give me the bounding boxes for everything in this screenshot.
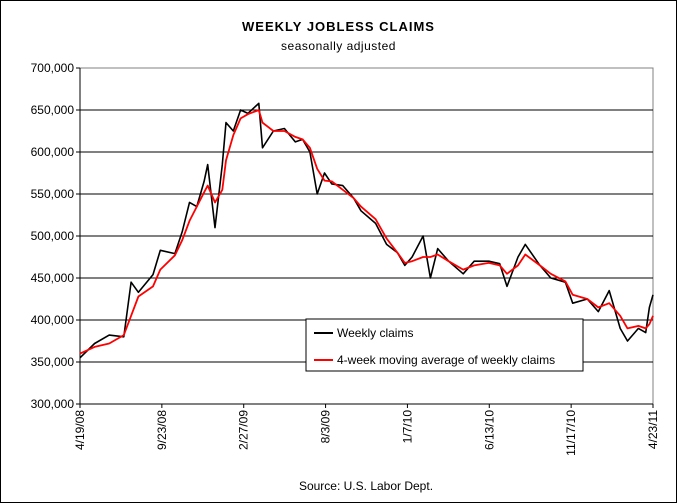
- moving-average-line: [79, 109, 654, 355]
- legend-label: Weekly claims: [337, 326, 413, 340]
- y-tick-label: 700,000: [31, 61, 75, 75]
- x-tick-label: 8/3/09: [319, 410, 333, 444]
- y-tick-label: 400,000: [31, 313, 75, 327]
- x-tick-label: 4/23/11: [646, 410, 660, 449]
- y-tick-label: 650,000: [31, 103, 75, 117]
- y-tick-label: 500,000: [31, 229, 75, 243]
- x-tick-label: 2/27/09: [237, 410, 251, 450]
- x-tick-label: 11/17/10: [564, 410, 578, 456]
- y-tick-label: 450,000: [31, 271, 75, 285]
- legend: Weekly claims 4-week moving average of we…: [305, 318, 584, 372]
- legend-box: [305, 318, 584, 372]
- chart-subtitle: seasonally adjusted: [281, 39, 396, 53]
- x-tick-label: 4/19/08: [73, 410, 87, 450]
- x-tick-label: 6/13/10: [482, 410, 496, 450]
- chart-title: WEEKLY JOBLESS CLAIMS: [242, 19, 435, 34]
- y-tick-label: 350,000: [31, 355, 75, 369]
- legend-label: 4-week moving average of weekly claims: [337, 353, 555, 367]
- y-tick-label: 600,000: [31, 145, 75, 159]
- y-tick-label: 300,000: [31, 397, 75, 411]
- y-tick-label: 550,000: [31, 187, 75, 201]
- source-note: Source: U.S. Labor Dept.: [298, 479, 434, 493]
- x-tick-label: 1/7/10: [400, 410, 414, 444]
- weekly-claims-line: [79, 102, 654, 359]
- x-tick-label: 9/23/08: [155, 410, 169, 450]
